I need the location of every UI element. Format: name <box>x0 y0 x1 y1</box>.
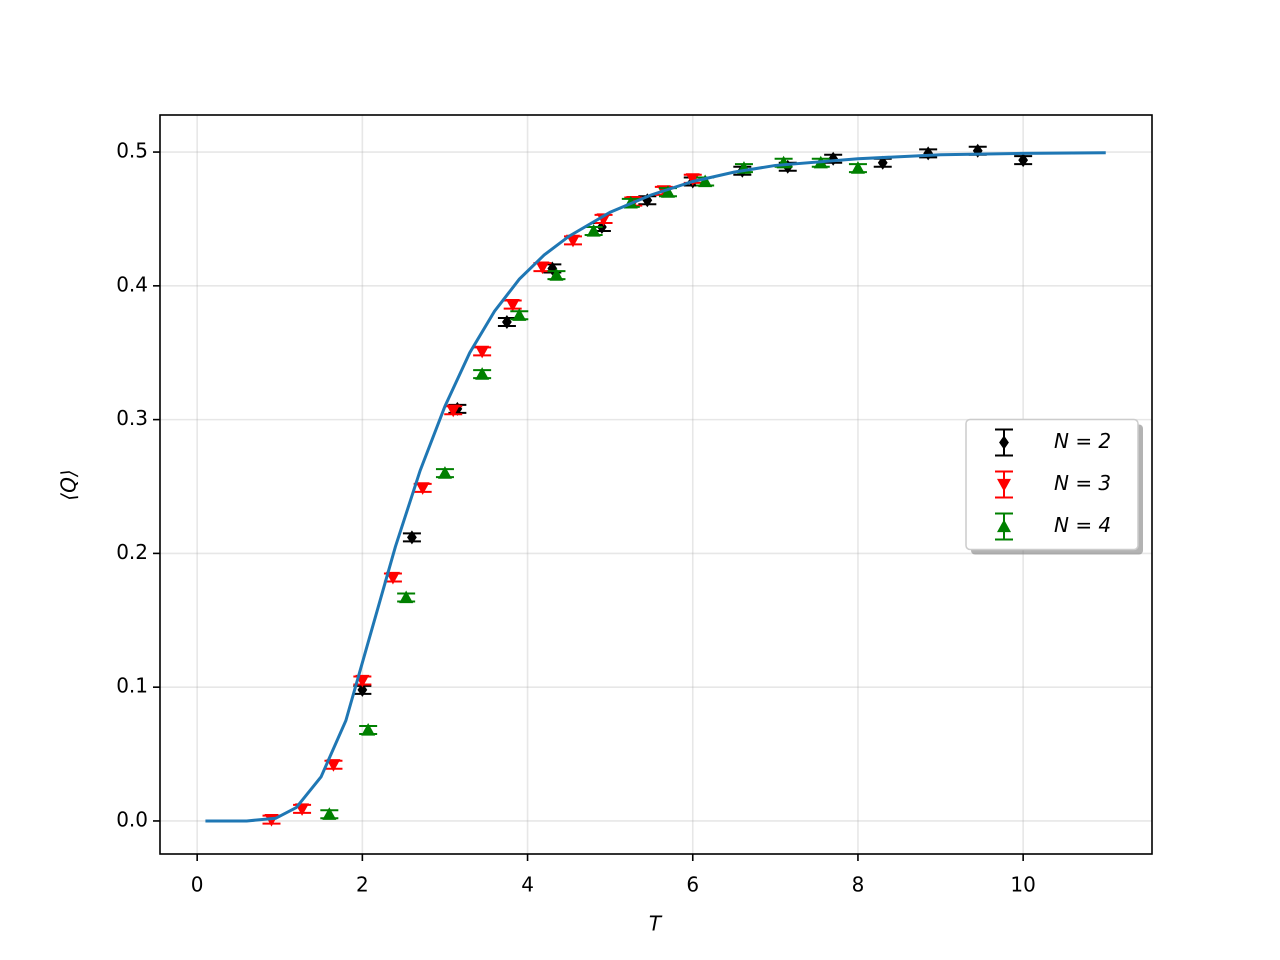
data-point <box>698 174 713 188</box>
x-tick-label: 8 <box>852 873 865 897</box>
data-point <box>549 268 564 281</box>
x-tick-label: 0 <box>191 873 204 897</box>
legend-label: N = 3 <box>1054 471 1111 495</box>
legend <box>965 418 1139 551</box>
y-tick-label: 0.0 <box>116 807 148 831</box>
data-point <box>475 345 490 359</box>
data-point <box>361 722 376 736</box>
data-point <box>446 404 461 418</box>
data-point <box>475 367 490 380</box>
data-point <box>512 308 527 321</box>
y-tick-label: 0.5 <box>116 139 148 163</box>
x-axis-label: T <box>649 912 663 936</box>
axes-frame <box>159 114 1153 855</box>
y-tick-label: 0.3 <box>116 406 148 430</box>
data-point <box>877 155 888 170</box>
x-tick-label: 10 <box>1010 873 1035 897</box>
plot <box>205 143 1106 827</box>
data-point <box>1018 153 1029 168</box>
data-point <box>385 571 400 585</box>
data-point <box>586 223 601 237</box>
data-point <box>565 234 580 248</box>
data-point <box>685 173 700 186</box>
y-axis-label: ⟨Q⟩ <box>57 469 81 500</box>
x-tick-label: 4 <box>521 873 534 897</box>
data-point <box>357 682 368 697</box>
data-point <box>437 466 452 479</box>
data-point <box>535 261 550 275</box>
legend-label: N = 2 <box>1054 429 1111 453</box>
fit-curve <box>205 151 1106 823</box>
y-tick-label: 0.2 <box>116 540 148 564</box>
x-tick-label: 6 <box>686 873 699 897</box>
x-tick-label: 2 <box>356 873 369 897</box>
legend-marker <box>997 478 1011 492</box>
data-point <box>502 314 512 329</box>
data-point <box>322 807 337 820</box>
legend-marker <box>999 435 1009 450</box>
data-point <box>399 590 414 604</box>
data-point <box>505 298 520 312</box>
legend-marker <box>997 519 1011 533</box>
y-tick-label: 0.1 <box>116 674 148 698</box>
y-tick-label: 0.4 <box>116 272 148 296</box>
data-point <box>850 161 865 174</box>
data-point <box>407 530 417 545</box>
data-point <box>660 185 675 198</box>
data-point <box>415 482 430 495</box>
legend-label: N = 4 <box>1054 513 1111 537</box>
data-point <box>326 759 341 772</box>
